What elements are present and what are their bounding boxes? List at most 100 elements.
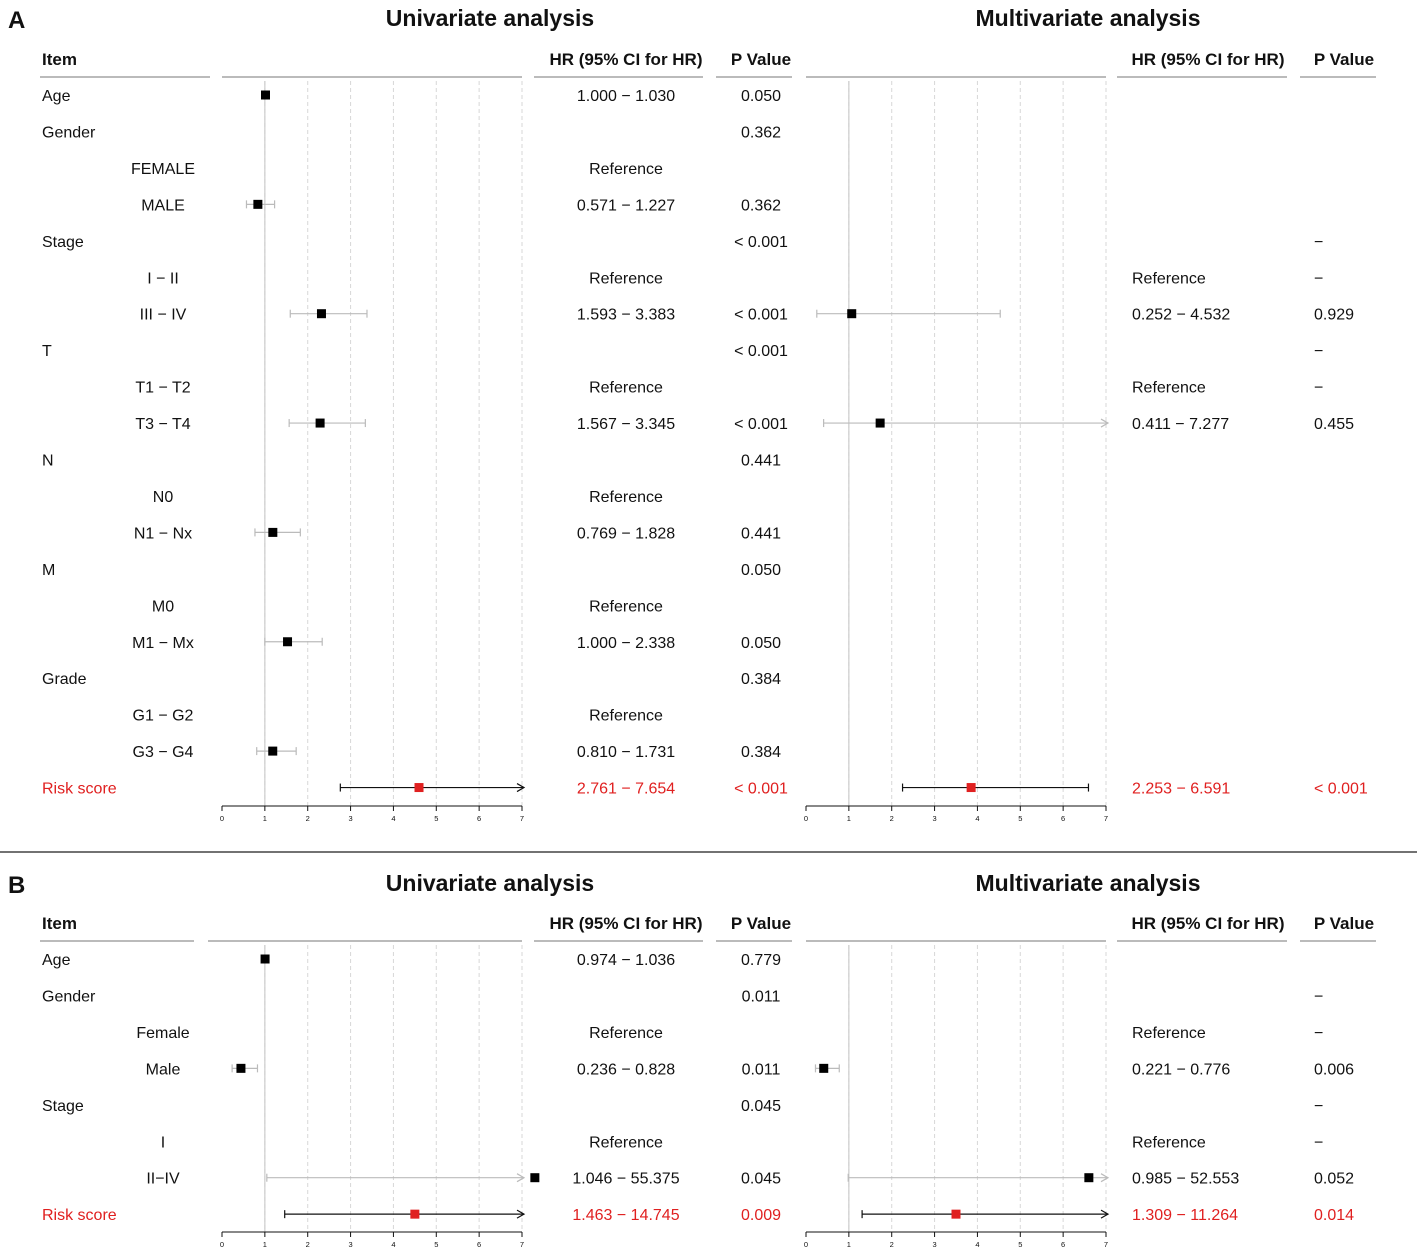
univariate-hr-ci: 1.567 − 3.345 <box>577 416 675 433</box>
univariate-x-tick-label: 0 <box>220 1240 224 1249</box>
univariate-point-estimate <box>410 1209 420 1219</box>
multivariate-hr-ci: 2.253 − 6.591 <box>1132 781 1230 798</box>
univariate-point-estimate <box>236 1063 246 1073</box>
panel-letter: A <box>8 7 25 34</box>
univariate-x-tick-label: 2 <box>306 1240 310 1249</box>
multivariate-p-value: 0.052 <box>1314 1171 1354 1188</box>
univariate-hr-ci: 2.761 − 7.654 <box>577 781 675 798</box>
univariate-point-estimate <box>261 90 270 100</box>
row-label: I <box>161 1134 165 1151</box>
multivariate-p-value: − <box>1314 1134 1323 1151</box>
row-label: T3 − T4 <box>135 416 190 433</box>
univariate-hr-ci: Reference <box>589 1025 663 1042</box>
multivariate-hr-ci: Reference <box>1132 380 1206 397</box>
univariate-x-tick-label: 1 <box>263 1240 267 1249</box>
hr-header-univariate: HR (95% CI for HR) <box>549 914 702 933</box>
univariate-ci-arrow <box>516 1173 526 1183</box>
univariate-p-value: 0.050 <box>741 635 781 652</box>
univariate-p-value: 0.045 <box>741 1171 781 1188</box>
univariate-p-value: 0.384 <box>741 671 781 688</box>
univariate-p-value: 0.045 <box>741 1098 781 1115</box>
row-label: M1 − Mx <box>132 635 194 652</box>
multivariate-x-tick-label: 2 <box>890 1240 894 1249</box>
p-header-univariate: P Value <box>731 50 791 69</box>
univariate-p-value: < 0.001 <box>734 416 788 433</box>
multivariate-hr-ci: 0.252 − 4.532 <box>1132 307 1230 324</box>
multivariate-p-value: − <box>1314 234 1323 251</box>
row-label: M0 <box>152 598 174 615</box>
hr-header-multivariate: HR (95% CI for HR) <box>1131 50 1284 69</box>
item-header: Item <box>42 50 77 69</box>
univariate-x-tick-label: 3 <box>348 814 352 823</box>
row-label: Grade <box>42 671 87 688</box>
univariate-point-estimate <box>253 199 263 209</box>
univariate-hr-ci: Reference <box>589 708 663 725</box>
univariate-hr-ci: Reference <box>589 270 663 287</box>
univariate-hr-ci: Reference <box>589 598 663 615</box>
univariate-x-tick-label: 7 <box>520 814 524 823</box>
multivariate-x-tick-label: 2 <box>890 814 894 823</box>
univariate-hr-ci: 1.000 − 2.338 <box>577 635 675 652</box>
multivariate-x-tick-label: 5 <box>1018 814 1022 823</box>
univariate-p-value: 0.050 <box>741 562 781 579</box>
univariate-hr-ci: Reference <box>589 1134 663 1151</box>
row-label: Age <box>42 952 71 969</box>
row-label: Risk score <box>42 1207 117 1224</box>
univariate-p-value: 0.441 <box>741 525 781 542</box>
row-label: Stage <box>42 1098 84 1115</box>
multivariate-p-value: − <box>1314 1098 1323 1115</box>
univariate-p-value: < 0.001 <box>734 781 788 798</box>
multivariate-x-tick-label: 7 <box>1104 1240 1108 1249</box>
multivariate-p-value: 0.006 <box>1314 1061 1354 1078</box>
row-label: Female <box>136 1025 189 1042</box>
multivariate-ci-arrow <box>1100 1209 1110 1219</box>
multivariate-ci-arrow <box>1100 1173 1110 1183</box>
multivariate-hr-ci: Reference <box>1132 1134 1206 1151</box>
multivariate-point-estimate <box>819 1063 829 1073</box>
p-header-multivariate: P Value <box>1314 50 1374 69</box>
univariate-ci-arrow <box>516 783 526 793</box>
item-header: Item <box>42 914 77 933</box>
multivariate-hr-ci: 0.411 − 7.277 <box>1132 416 1229 433</box>
univariate-x-tick-label: 4 <box>391 814 395 823</box>
univariate-x-tick-label: 3 <box>348 1240 352 1249</box>
row-label: III − IV <box>140 307 187 324</box>
univariate-hr-ci: 0.974 − 1.036 <box>577 952 675 969</box>
multivariate-x-tick-label: 0 <box>804 1240 808 1249</box>
univariate-hr-ci: 1.046 − 55.375 <box>572 1171 679 1188</box>
multivariate-hr-ci: 1.309 − 11.264 <box>1132 1207 1238 1224</box>
multivariate-p-value: < 0.001 <box>1314 781 1368 798</box>
univariate-hr-ci: 1.000 − 1.030 <box>577 88 675 105</box>
univariate-p-value: 0.009 <box>741 1207 781 1224</box>
multivariate-p-value: 0.929 <box>1314 307 1354 324</box>
univariate-p-value: 0.441 <box>741 453 781 470</box>
multivariate-p-value: − <box>1314 988 1323 1005</box>
univariate-title: Univariate analysis <box>386 5 594 31</box>
multivariate-point-estimate <box>847 309 857 319</box>
univariate-p-value: 0.779 <box>741 952 781 969</box>
multivariate-point-estimate <box>1084 1173 1094 1183</box>
univariate-p-value: 0.011 <box>742 988 781 1005</box>
univariate-p-value: 0.362 <box>741 197 781 214</box>
univariate-x-tick-label: 4 <box>391 1240 395 1249</box>
univariate-hr-ci: 1.593 − 3.383 <box>577 307 675 324</box>
multivariate-x-tick-label: 5 <box>1018 1240 1022 1249</box>
multivariate-x-tick-label: 3 <box>932 814 936 823</box>
univariate-x-tick-label: 7 <box>520 1240 524 1249</box>
multivariate-hr-ci: Reference <box>1132 1025 1206 1042</box>
panel-letter: B <box>8 872 25 899</box>
univariate-x-tick-label: 2 <box>306 814 310 823</box>
row-label: N0 <box>153 489 174 506</box>
univariate-hr-ci: 0.810 − 1.731 <box>577 744 675 761</box>
row-label: FEMALE <box>131 161 195 178</box>
multivariate-p-value: 0.455 <box>1314 416 1354 433</box>
univariate-x-tick-label: 5 <box>434 1240 438 1249</box>
univariate-x-tick-label: 1 <box>263 814 267 823</box>
univariate-point-estimate <box>315 418 325 428</box>
univariate-x-tick-label: 6 <box>477 1240 481 1249</box>
row-label: Stage <box>42 234 84 251</box>
row-label: Gender <box>42 988 96 1005</box>
multivariate-point-estimate <box>951 1209 961 1219</box>
multivariate-hr-ci: 0.221 − 0.776 <box>1132 1061 1230 1078</box>
